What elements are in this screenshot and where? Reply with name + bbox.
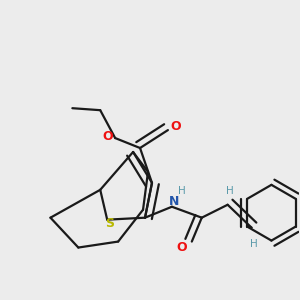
Text: O: O	[171, 120, 181, 133]
Text: O: O	[102, 130, 112, 142]
Text: N: N	[169, 195, 179, 208]
Text: H: H	[226, 186, 233, 196]
Text: H: H	[250, 238, 257, 249]
Text: O: O	[176, 241, 187, 254]
Text: S: S	[105, 217, 114, 230]
Text: H: H	[178, 186, 186, 196]
